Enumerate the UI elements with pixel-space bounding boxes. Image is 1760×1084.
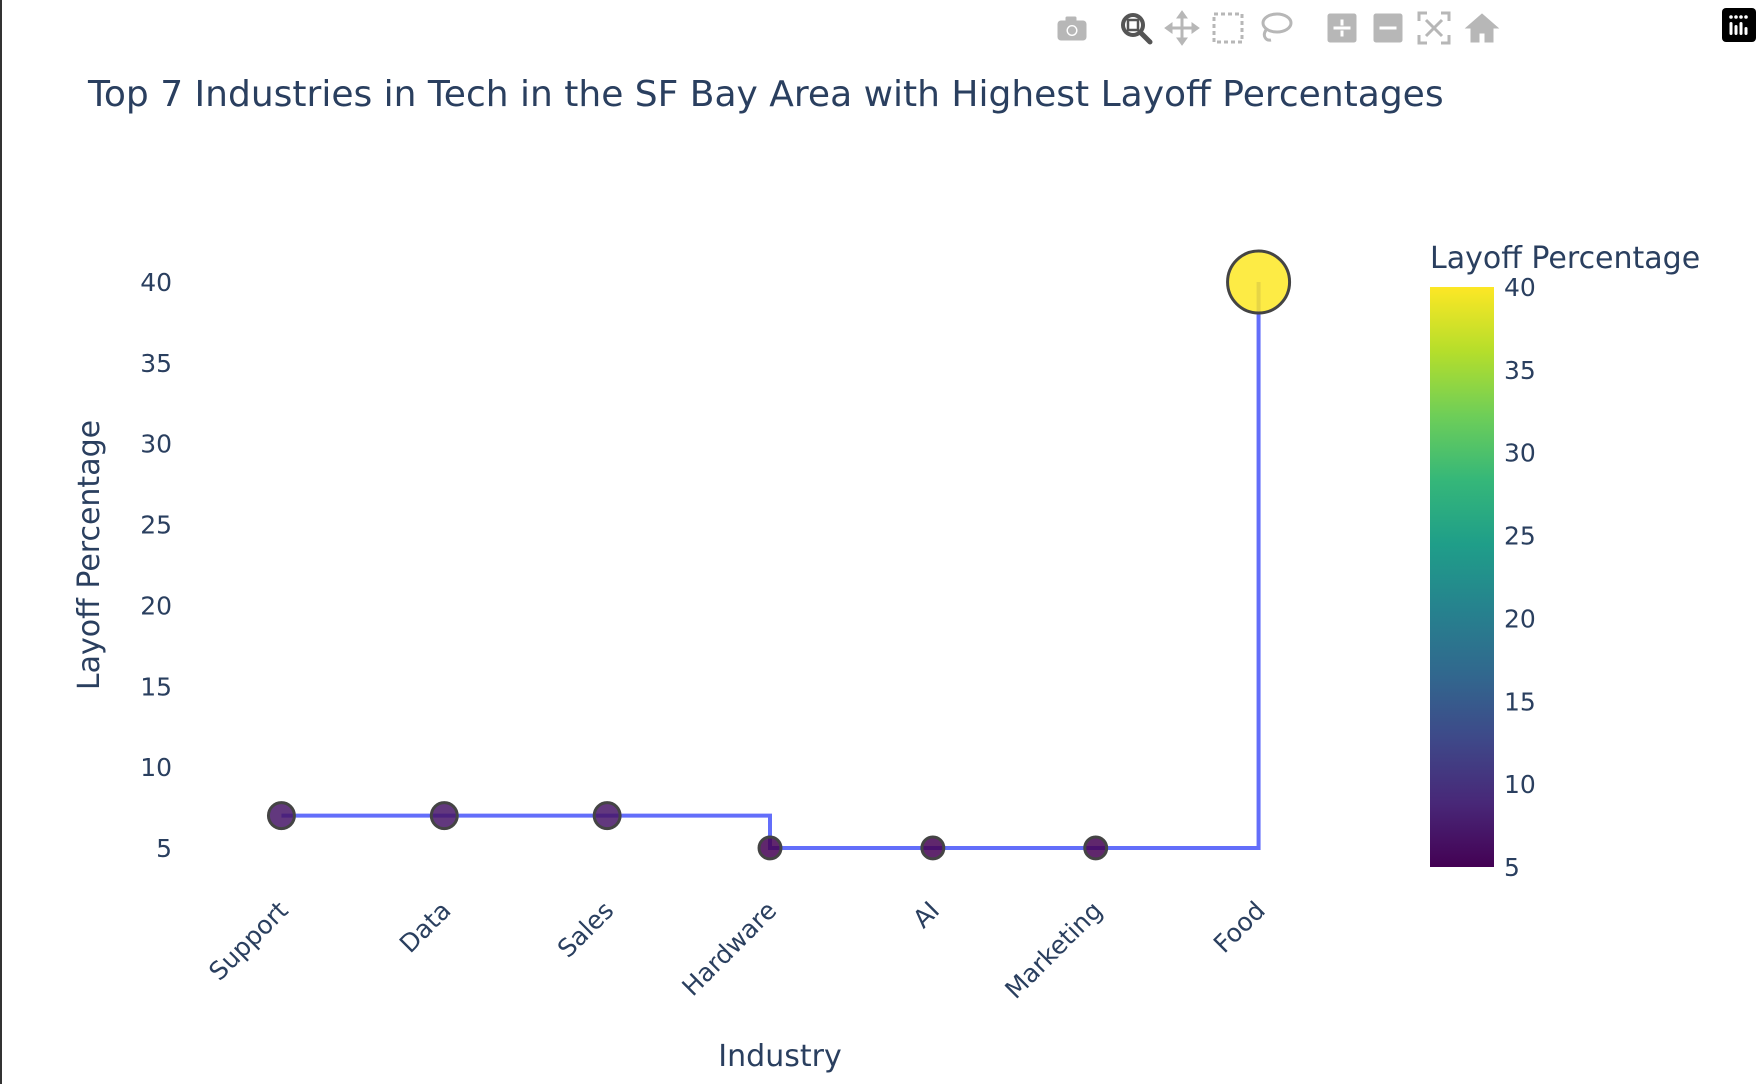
modebar — [1057, 4, 1760, 48]
camera-icon[interactable] — [1052, 8, 1092, 48]
y-tick-label: 10 — [140, 753, 172, 782]
lasso-select-icon[interactable] — [1256, 8, 1296, 48]
colorbar-gradient — [1430, 287, 1494, 867]
data-point[interactable] — [429, 801, 459, 831]
x-tick-label: Food — [1208, 896, 1271, 959]
y-tick-label: 30 — [140, 430, 172, 459]
series-line — [281, 282, 1261, 850]
zoom-in-icon[interactable] — [1322, 8, 1362, 48]
y-tick-label: 25 — [140, 511, 172, 540]
x-tick-label: Support — [203, 896, 294, 987]
y-tick-label: 5 — [156, 834, 172, 863]
colorbar-tick-label: 20 — [1504, 604, 1536, 633]
x-tick-label: AI — [907, 896, 945, 934]
data-point[interactable] — [592, 801, 622, 831]
y-tick-label: 20 — [140, 591, 172, 620]
zoom-out-icon[interactable] — [1368, 8, 1408, 48]
chart-title: Top 7 Industries in Tech in the SF Bay A… — [87, 74, 1444, 115]
colorbar-tick-label: 40 — [1504, 273, 1536, 302]
y-tick-label: 15 — [140, 672, 172, 701]
colorbar-tick-label: 35 — [1504, 356, 1536, 385]
colorbar-tick-label: 30 — [1504, 439, 1536, 468]
colorbar-tick-label: 10 — [1504, 770, 1536, 799]
y-tick-label: 35 — [140, 349, 172, 378]
y-axis-ticks: 5 10 15 20 25 30 35 40 — [140, 268, 172, 863]
data-point[interactable] — [1083, 835, 1109, 861]
box-select-icon[interactable] — [1208, 8, 1248, 48]
colorbar-tick-label: 25 — [1504, 522, 1536, 551]
data-point[interactable] — [757, 835, 783, 861]
zoom-icon[interactable] — [1116, 8, 1156, 48]
x-tick-label: Data — [394, 896, 457, 959]
y-axis-title: Layoff Percentage — [72, 420, 107, 690]
x-tick-label: Hardware — [676, 896, 782, 1002]
colorbar-tick-label: 5 — [1504, 853, 1520, 882]
colorbar-title: Layoff Percentage — [1430, 241, 1700, 276]
autoscale-icon[interactable] — [1414, 8, 1454, 48]
reset-axes-icon[interactable] — [1462, 8, 1502, 48]
pan-icon[interactable] — [1162, 8, 1202, 48]
colorbar-ticks: 5 10 15 20 25 30 35 40 — [1504, 273, 1536, 882]
data-point[interactable] — [266, 801, 296, 831]
data-point[interactable] — [920, 835, 946, 861]
plotly-logo-icon[interactable] — [1722, 8, 1756, 42]
x-tick-label: Sales — [552, 896, 620, 964]
series-markers — [266, 249, 1292, 861]
data-point[interactable] — [1226, 249, 1292, 315]
y-tick-label: 40 — [140, 268, 172, 297]
x-tick-label: Marketing — [999, 896, 1108, 1005]
x-axis-title: Industry — [718, 1039, 841, 1074]
x-axis-ticks: Support Data Sales Hardware AI Marketing Food — [203, 896, 1271, 1005]
colorbar-tick-label: 15 — [1504, 687, 1536, 716]
page-left-border — [0, 0, 2, 1084]
